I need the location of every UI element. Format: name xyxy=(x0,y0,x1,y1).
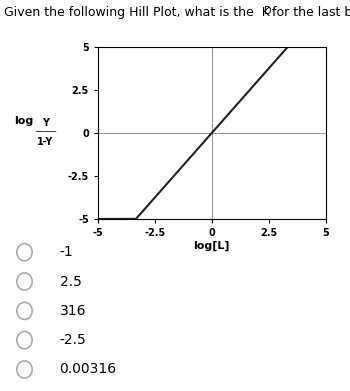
X-axis label: log[L]: log[L] xyxy=(194,241,230,251)
Text: for the last binding site?: for the last binding site? xyxy=(268,6,350,19)
Text: log: log xyxy=(14,116,33,126)
Text: 0.00316: 0.00316 xyxy=(60,362,117,377)
Text: 2.5: 2.5 xyxy=(60,274,81,289)
Text: -1: -1 xyxy=(60,245,73,259)
Text: Given the following Hill Plot, what is the  K: Given the following Hill Plot, what is t… xyxy=(4,6,270,19)
Text: ─────: ───── xyxy=(35,129,56,135)
Text: 1-Y: 1-Y xyxy=(37,136,54,147)
Text: -2.5: -2.5 xyxy=(60,333,86,347)
Text: 316: 316 xyxy=(60,304,86,318)
Text: D: D xyxy=(264,6,272,16)
Text: Y: Y xyxy=(42,118,49,128)
